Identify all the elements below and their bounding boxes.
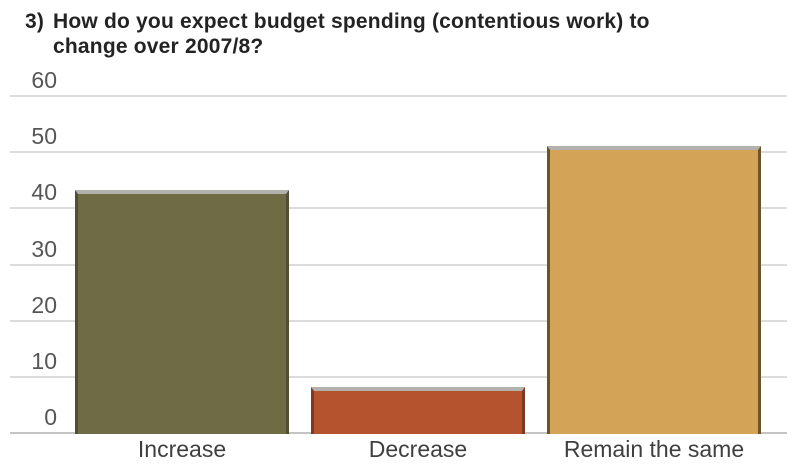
y-axis-label-20: 20	[31, 291, 57, 318]
question-text-line1: How do you expect budget spending (conte…	[53, 10, 650, 33]
question-number: 3)	[25, 10, 45, 33]
y-axis-label-10: 10	[31, 347, 57, 374]
question-text-line2: change over 2007/8?	[53, 35, 264, 58]
gridline-20	[10, 319, 787, 322]
bar-decrease	[311, 387, 525, 434]
y-axis-label-50: 50	[31, 123, 57, 150]
y-axis-label-60: 60	[31, 67, 57, 93]
gridline-60	[10, 95, 787, 97]
x-axis-label-decrease: Decrease	[368, 436, 468, 462]
bar-increase	[75, 190, 289, 434]
question-text: How do you expect budget spending (conte…	[53, 9, 650, 59]
y-axis-label-0: 0	[44, 404, 57, 430]
bar-remain-the-same	[547, 146, 761, 434]
chart-title: 3) How do you expect budget spending (co…	[25, 9, 650, 59]
gridline-40	[10, 207, 787, 210]
x-axis-label-increase: Increase	[137, 436, 227, 462]
y-axis-label-40: 40	[31, 179, 57, 206]
gridline-10	[10, 375, 787, 378]
x-axis-label-remain-the-same: Remain the same	[563, 436, 745, 462]
gridline-30	[10, 263, 787, 266]
y-axis-label-30: 30	[31, 235, 57, 262]
gridline-50	[10, 151, 787, 154]
